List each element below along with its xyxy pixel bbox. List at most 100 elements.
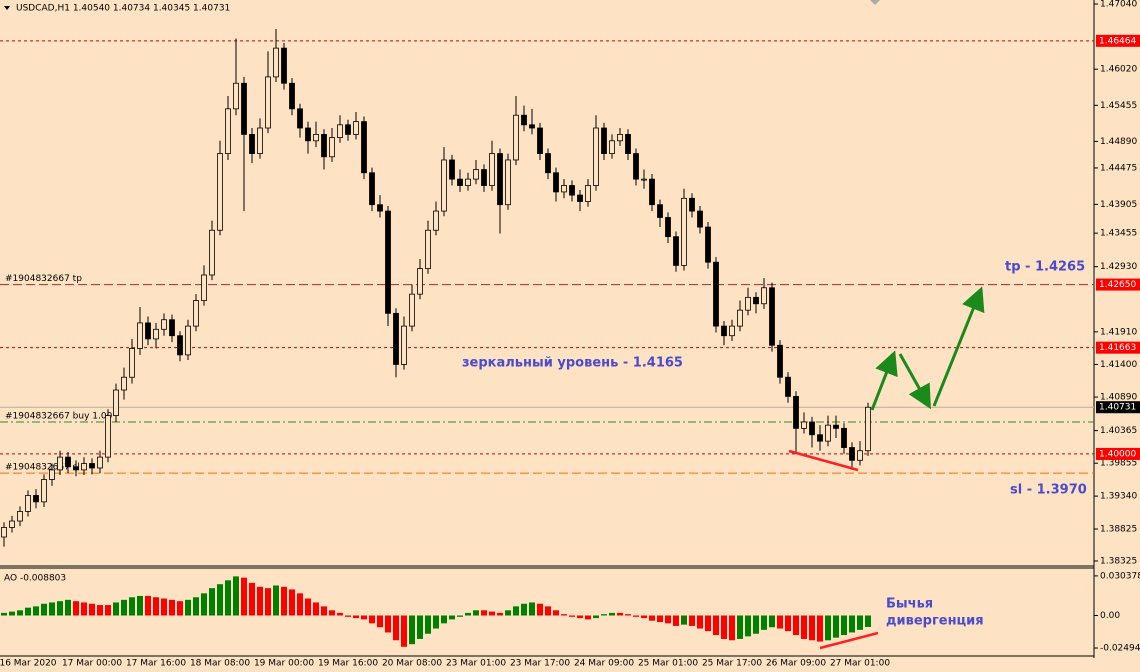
candle-body bbox=[633, 153, 639, 180]
candle-body bbox=[497, 153, 503, 206]
x-tick-label: 16 Mar 2020 bbox=[0, 659, 57, 669]
ao-bar bbox=[353, 615, 359, 619]
candle-body bbox=[801, 421, 807, 429]
ao-bar bbox=[609, 612, 615, 616]
candle-body bbox=[553, 172, 559, 193]
candle-body bbox=[361, 121, 367, 174]
ao-bar bbox=[217, 584, 223, 616]
ao-bar bbox=[785, 615, 791, 632]
ao-bar bbox=[49, 602, 55, 616]
candle-body bbox=[817, 434, 823, 442]
candle-body bbox=[457, 178, 463, 186]
ao-bar bbox=[97, 605, 103, 616]
candle-body bbox=[385, 210, 391, 314]
title-icon bbox=[4, 6, 10, 10]
y-tick-label: 1.42930 bbox=[1100, 262, 1137, 272]
candle-body bbox=[97, 456, 103, 469]
candle-body bbox=[241, 82, 247, 135]
candle-body bbox=[481, 169, 487, 186]
ao-bar bbox=[857, 615, 863, 630]
candle-body bbox=[513, 114, 519, 161]
candle-body bbox=[305, 127, 311, 142]
candle-body bbox=[585, 185, 591, 202]
y-tick-label: 1.41400 bbox=[1100, 360, 1137, 370]
ao-bar bbox=[697, 615, 703, 629]
candle-body bbox=[689, 197, 695, 212]
candle-body bbox=[785, 376, 791, 397]
candle-body bbox=[145, 322, 151, 340]
order-label: #1904832667 sl bbox=[5, 463, 80, 473]
forecast-arrow bbox=[870, 350, 898, 411]
ao-bar bbox=[761, 615, 767, 630]
ao-bar bbox=[721, 615, 727, 639]
candle-body bbox=[849, 447, 855, 461]
candle-body bbox=[425, 229, 431, 270]
ao-bar bbox=[289, 589, 295, 616]
ao-bar bbox=[689, 615, 695, 626]
ao-bar bbox=[9, 611, 15, 616]
ao-bar bbox=[321, 606, 327, 616]
ao-bar bbox=[329, 610, 335, 616]
annotation: Бычья bbox=[886, 597, 933, 612]
candle-body bbox=[665, 217, 671, 238]
ao-bar bbox=[257, 586, 263, 616]
y-tick-label: 1.43905 bbox=[1100, 200, 1137, 210]
candle-body bbox=[601, 127, 607, 154]
candle-body bbox=[209, 229, 215, 276]
x-tick-label: 18 Mar 08:00 bbox=[190, 659, 250, 669]
candle-body bbox=[225, 108, 231, 154]
candle-body bbox=[825, 424, 831, 442]
x-tick-label: 20 Mar 08:00 bbox=[382, 659, 442, 669]
ao-bar bbox=[793, 615, 799, 636]
ao-bar bbox=[529, 602, 535, 616]
candle-body bbox=[609, 140, 615, 154]
price-tag-label: 1.41663 bbox=[1099, 343, 1136, 353]
ao-bar bbox=[633, 615, 639, 617]
candle-body bbox=[737, 309, 743, 327]
annotation: зеркальный уровень - 1.4165 bbox=[462, 356, 683, 371]
ao-bar bbox=[577, 615, 583, 619]
x-tick-label: 19 Mar 00:00 bbox=[254, 659, 314, 669]
ao-bar bbox=[249, 582, 255, 616]
ao-bar bbox=[233, 576, 239, 616]
candle-body bbox=[289, 82, 295, 110]
candle-body bbox=[233, 82, 239, 110]
candle-body bbox=[625, 133, 631, 154]
candle-body bbox=[657, 204, 663, 218]
ao-bar bbox=[113, 602, 119, 616]
candle-body bbox=[113, 389, 119, 416]
ao-bar bbox=[849, 615, 855, 633]
y-tick-label: 1.44475 bbox=[1100, 163, 1137, 173]
candle-body bbox=[857, 450, 863, 461]
annotation: sl - 1.3970 bbox=[1010, 483, 1087, 498]
x-tick-label: 25 Mar 01:00 bbox=[638, 659, 698, 669]
ao-title: AO -0.008803 bbox=[4, 574, 66, 584]
candle-body bbox=[449, 159, 455, 180]
shift-marker bbox=[870, 0, 880, 5]
ao-bar bbox=[601, 614, 607, 616]
order-label: #1904832667 buy 1.00 bbox=[5, 411, 113, 421]
candle-body bbox=[273, 47, 279, 78]
chart-title: USDCAD,H1 1.40540 1.40734 1.40345 1.4073… bbox=[16, 4, 230, 14]
ao-bar bbox=[865, 615, 871, 627]
ao-bar bbox=[441, 615, 447, 624]
candle-body bbox=[33, 495, 39, 503]
candle-body bbox=[265, 76, 271, 129]
ao-bar bbox=[345, 615, 351, 617]
candle-body bbox=[217, 153, 223, 231]
ao-bar bbox=[305, 598, 311, 616]
ao-bar bbox=[657, 615, 663, 623]
candle-body bbox=[257, 127, 263, 154]
price-tag-label: 1.42650 bbox=[1099, 280, 1136, 290]
price-tag bbox=[1096, 278, 1140, 291]
annotation: дивергенция bbox=[886, 614, 984, 629]
ao-bar bbox=[273, 585, 279, 616]
candle-body bbox=[201, 274, 207, 301]
x-tick-label: 23 Mar 17:00 bbox=[510, 659, 570, 669]
candle-body bbox=[777, 344, 783, 378]
ao-bar bbox=[209, 588, 215, 616]
candle-body bbox=[593, 127, 599, 186]
annotation: tp - 1.4265 bbox=[1005, 260, 1085, 275]
candle-body bbox=[73, 466, 79, 471]
